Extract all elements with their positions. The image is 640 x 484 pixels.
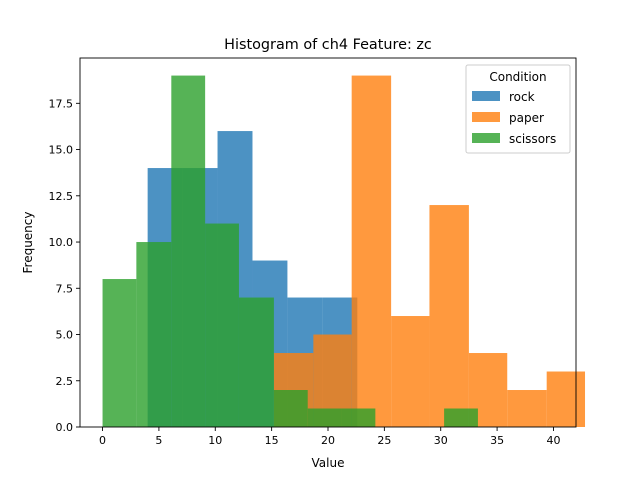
legend-label-paper: paper xyxy=(509,111,544,125)
bar-paper-3 xyxy=(391,316,430,427)
legend-swatch-scissors xyxy=(472,133,500,143)
bar-scissors-4 xyxy=(238,297,274,427)
y-tick-label: 10.0 xyxy=(49,236,74,249)
bar-paper-6 xyxy=(507,390,547,427)
bar-paper-4 xyxy=(429,205,469,427)
bar-scissors-10 xyxy=(444,408,478,427)
y-tick-label: 15.0 xyxy=(49,144,74,157)
legend-label-rock: rock xyxy=(509,90,535,104)
x-axis-label: Value xyxy=(312,456,345,470)
bar-scissors-1 xyxy=(136,242,172,427)
legend-label-scissors: scissors xyxy=(509,132,556,146)
y-tick-label: 12.5 xyxy=(49,190,74,203)
x-axis-ticks: 0 5 10 15 20 25 30 35 40 xyxy=(99,427,560,447)
y-tick-label: 0.0 xyxy=(56,421,74,434)
bar-paper-2 xyxy=(351,75,392,427)
legend-box xyxy=(465,64,571,154)
bar-scissors-7 xyxy=(341,408,376,427)
bar-scissors-2 xyxy=(171,75,206,427)
legend-title: Condition xyxy=(489,70,546,84)
x-tick-label: 0 xyxy=(99,434,106,447)
bar-scissors-5 xyxy=(273,390,308,427)
x-tick-label: 5 xyxy=(155,434,162,447)
legend: Condition rock paper scissors xyxy=(465,64,571,154)
bar-scissors-0 xyxy=(102,279,137,427)
y-tick-label: 5.0 xyxy=(56,329,74,342)
y-tick-label: 7.5 xyxy=(56,282,74,295)
bar-scissors-6 xyxy=(307,408,342,427)
y-axis-ticks: 0.0 2.5 5.0 7.5 10.0 12.5 15.0 17.5 xyxy=(49,97,80,434)
legend-swatch-rock xyxy=(472,91,500,101)
x-tick-label: 35 xyxy=(490,434,504,447)
chart-title: Histogram of ch4 Feature: zc xyxy=(224,37,432,53)
x-tick-label: 25 xyxy=(377,434,391,447)
histogram-bars xyxy=(102,75,586,428)
y-axis-label: Frequency xyxy=(21,212,35,274)
x-tick-label: 10 xyxy=(208,434,222,447)
x-tick-label: 40 xyxy=(546,434,560,447)
x-tick-label: 30 xyxy=(434,434,448,447)
x-tick-label: 15 xyxy=(265,434,279,447)
legend-swatch-paper xyxy=(472,112,500,122)
x-tick-label: 20 xyxy=(321,434,335,447)
bar-scissors-3 xyxy=(205,223,239,427)
y-tick-label: 2.5 xyxy=(56,375,74,388)
y-tick-label: 17.5 xyxy=(49,97,74,110)
bar-paper-7 xyxy=(546,371,586,427)
